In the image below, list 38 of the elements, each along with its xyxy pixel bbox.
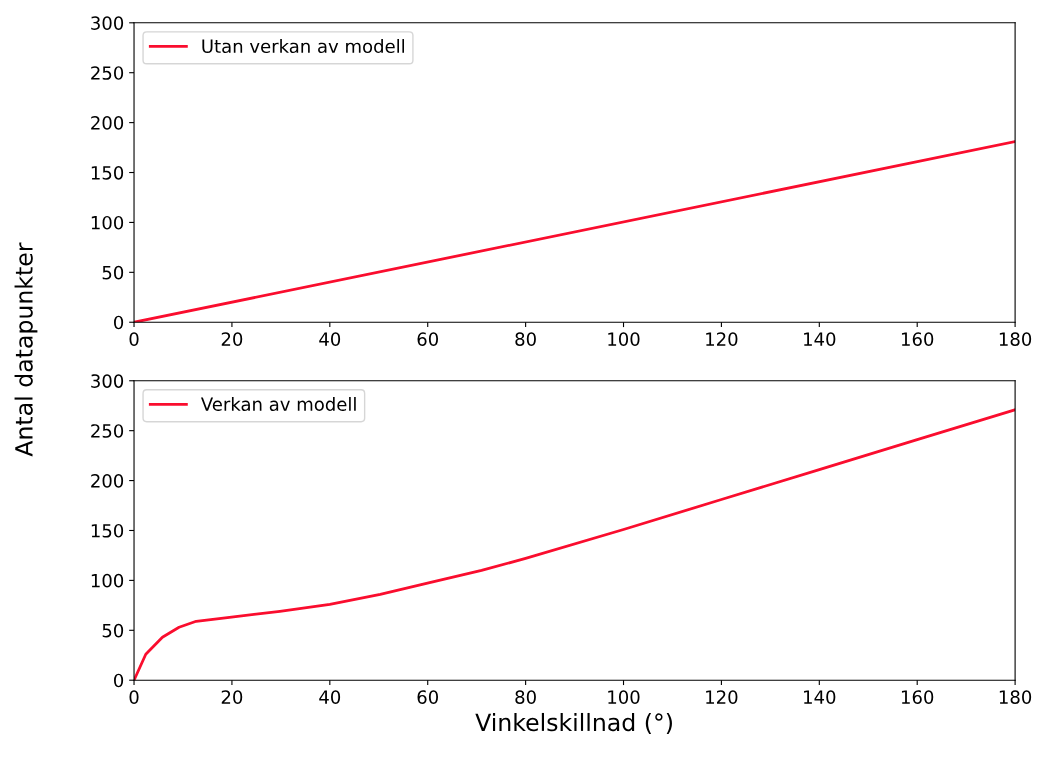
x-axis-title: Vinkelskillnad (°) [475,712,672,735]
y-tick-label: 150 [91,165,124,180]
x-tick-label: 0 [129,332,139,346]
y-tick-label: 200 [91,116,124,130]
x-tick-label: 20 [221,332,243,346]
y-tick-label: 250 [91,66,124,80]
x-tick-label: 160 [901,690,934,704]
x-tick-label: 80 [515,332,536,346]
y-tick-label: 0 [114,673,124,688]
y-tick-label: 100 [91,573,124,588]
y-tick-label: 100 [91,215,124,230]
x-tick-label: 40 [319,332,341,346]
x-tick-label: 180 [999,690,1032,704]
x-tick-label: 140 [804,690,836,704]
legend-label: Utan verkan av modell [202,39,405,54]
x-tick-label: 100 [608,332,640,346]
legend-label: Verkan av modell [200,397,356,411]
x-tick-label: 120 [706,690,738,704]
y-tick-label: 300 [91,374,124,388]
y-tick-label: 200 [91,474,124,488]
y-tick-label: 300 [91,16,124,30]
y-tick-label: 50 [102,265,124,280]
x-tick-label: 0 [129,690,139,704]
y-tick-label: 250 [91,424,124,438]
x-tick-label: 100 [608,690,640,704]
x-tick-label: 20 [221,690,243,704]
x-tick-label: 120 [706,332,738,346]
y-tick-label: 150 [91,523,124,538]
x-tick-label: 140 [804,332,836,346]
x-tick-label: 160 [901,332,934,346]
x-tick-label: 40 [319,690,341,704]
y-tick-label: 50 [102,623,124,638]
x-tick-label: 80 [515,690,536,704]
y-tick-label: 0 [114,315,124,330]
x-tick-label: 180 [999,332,1032,346]
x-tick-label: 60 [417,690,439,704]
x-tick-label: 60 [417,332,439,346]
y-axis-title: Antal datapunkter [14,242,38,457]
